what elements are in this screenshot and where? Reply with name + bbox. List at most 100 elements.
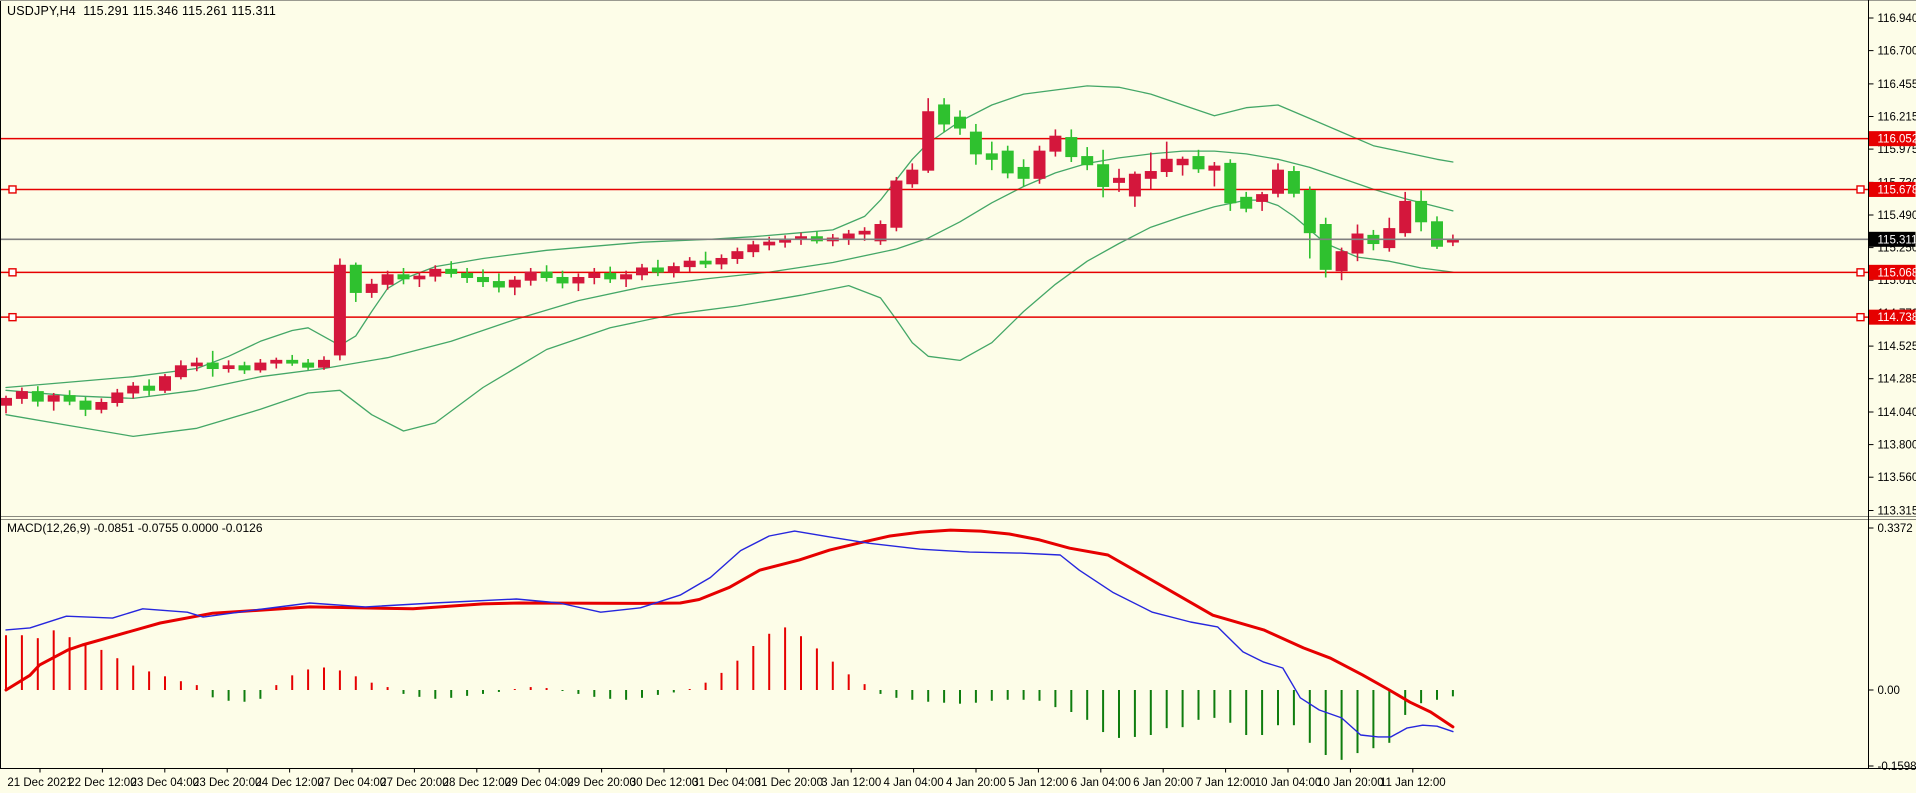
bollinger-middle-band xyxy=(5,150,1454,400)
price-axis-tick-label: 114.525 xyxy=(1878,341,1916,353)
candle xyxy=(1065,137,1078,158)
candle xyxy=(747,244,760,253)
candle xyxy=(890,180,903,228)
macd-signal-line xyxy=(4,528,1455,729)
candle xyxy=(699,260,712,265)
time-axis-label: 24 Dec 12:00 xyxy=(255,777,323,789)
level-drag-handle[interactable] xyxy=(8,268,17,277)
candle xyxy=(540,271,553,278)
candle xyxy=(95,401,108,410)
candle xyxy=(302,362,315,368)
candle xyxy=(397,274,410,280)
chart-title-ohlc: USDJPY,H4 115.291 115.346 115.261 115.31… xyxy=(7,4,277,18)
price-badge-box xyxy=(1869,181,1916,197)
macd-plot-area[interactable] xyxy=(0,520,1868,768)
time-axis-label: 5 Jan 12:00 xyxy=(1008,777,1068,789)
candle xyxy=(1192,156,1205,170)
macd-axis-tick-label: -0.1598 xyxy=(1878,761,1916,773)
candle xyxy=(938,104,951,125)
candle xyxy=(445,268,458,274)
macd-panel xyxy=(4,528,1455,760)
price-axis-tick-label: 115.975 xyxy=(1878,144,1916,156)
time-axis-label: 23 Dec 20:00 xyxy=(193,777,261,789)
candle xyxy=(1431,221,1443,247)
price-badge-label: 115.678 xyxy=(1878,184,1916,196)
candle xyxy=(333,264,346,356)
candle xyxy=(47,395,60,402)
price-axis-tick-label: 116.215 xyxy=(1878,111,1916,123)
candle xyxy=(1351,233,1364,254)
macd-axis[interactable]: 0.3372 0.00 -0.1598 xyxy=(1868,523,1916,773)
candle xyxy=(1287,171,1300,194)
time-axis-label: 10 Jan 04:00 xyxy=(1255,777,1322,789)
candle xyxy=(969,131,982,155)
candle xyxy=(636,267,648,276)
candle xyxy=(842,233,855,239)
price-badge-box xyxy=(1869,309,1916,325)
bollinger-lower-band xyxy=(5,199,1454,438)
time-axis-label: 31 Dec 20:00 xyxy=(755,777,823,789)
time-axis-label: 22 Dec 12:00 xyxy=(68,777,136,789)
price-plot-area[interactable] xyxy=(0,0,1868,516)
candles-layer xyxy=(0,98,1459,417)
time-axis-label: 11 Jan 12:00 xyxy=(1380,777,1446,789)
axis-price-badge: 115.311 xyxy=(1869,231,1916,247)
candle xyxy=(954,116,966,129)
level-drag-handle[interactable] xyxy=(1856,185,1865,194)
level-drag-handle[interactable] xyxy=(8,312,17,322)
price-panel xyxy=(0,85,1868,438)
level-drag-handle[interactable] xyxy=(1856,268,1865,277)
candle xyxy=(604,272,617,280)
candle xyxy=(286,359,299,364)
price-axis-tick-label: 116.455 xyxy=(1878,79,1916,91)
candle xyxy=(254,362,267,371)
candle xyxy=(1383,228,1396,249)
candle xyxy=(349,264,362,293)
level-drag-handle[interactable] xyxy=(8,185,17,194)
candle xyxy=(985,153,998,160)
price-badge-label: 114.738 xyxy=(1878,312,1916,324)
price-badge-box xyxy=(1869,131,1916,147)
candle xyxy=(461,272,474,278)
candle xyxy=(79,400,92,410)
time-axis-label: 3 Jan 12:00 xyxy=(821,777,881,789)
candle xyxy=(922,111,935,171)
candle xyxy=(238,365,251,371)
macd-axis-tick-label: 0.3372 xyxy=(1878,523,1913,535)
time-axis-label: 27 Dec 20:00 xyxy=(380,777,448,789)
time-axis-label: 23 Dec 04:00 xyxy=(131,777,199,789)
price-axis[interactable]: 116.940116.700116.455116.215115.975115.7… xyxy=(1868,13,1916,517)
candle xyxy=(588,272,601,278)
time-axis-label: 4 Jan 20:00 xyxy=(946,777,1006,789)
time-axis-label: 10 Jan 20:00 xyxy=(1317,777,1384,789)
candle xyxy=(15,391,28,399)
candle xyxy=(1415,200,1428,223)
time-axis-label: 29 Dec 20:00 xyxy=(567,777,635,789)
candle xyxy=(1224,162,1237,204)
price-badge-box xyxy=(1869,231,1916,247)
candle xyxy=(477,276,489,283)
candle xyxy=(190,362,203,367)
candle xyxy=(1208,165,1221,171)
candle xyxy=(620,274,633,280)
candle xyxy=(1049,135,1062,152)
price-badge-box xyxy=(1869,264,1916,280)
axis-price-badge: 116.052 xyxy=(1869,131,1916,147)
time-axis-label: 28 Dec 12:00 xyxy=(443,777,511,789)
candle xyxy=(365,283,378,293)
candle xyxy=(508,279,521,288)
time-axis-label: 30 Dec 12:00 xyxy=(630,777,698,789)
axis-price-badge: 115.068 xyxy=(1869,264,1916,280)
candle xyxy=(111,392,124,403)
candle xyxy=(1033,150,1046,179)
candle xyxy=(318,359,330,368)
candle xyxy=(572,276,585,284)
candle xyxy=(127,385,140,394)
candle xyxy=(715,257,728,265)
candle xyxy=(159,376,171,391)
candle xyxy=(270,359,283,364)
level-drag-handle[interactable] xyxy=(1856,312,1865,322)
candle xyxy=(1176,158,1189,166)
candle xyxy=(524,271,537,281)
